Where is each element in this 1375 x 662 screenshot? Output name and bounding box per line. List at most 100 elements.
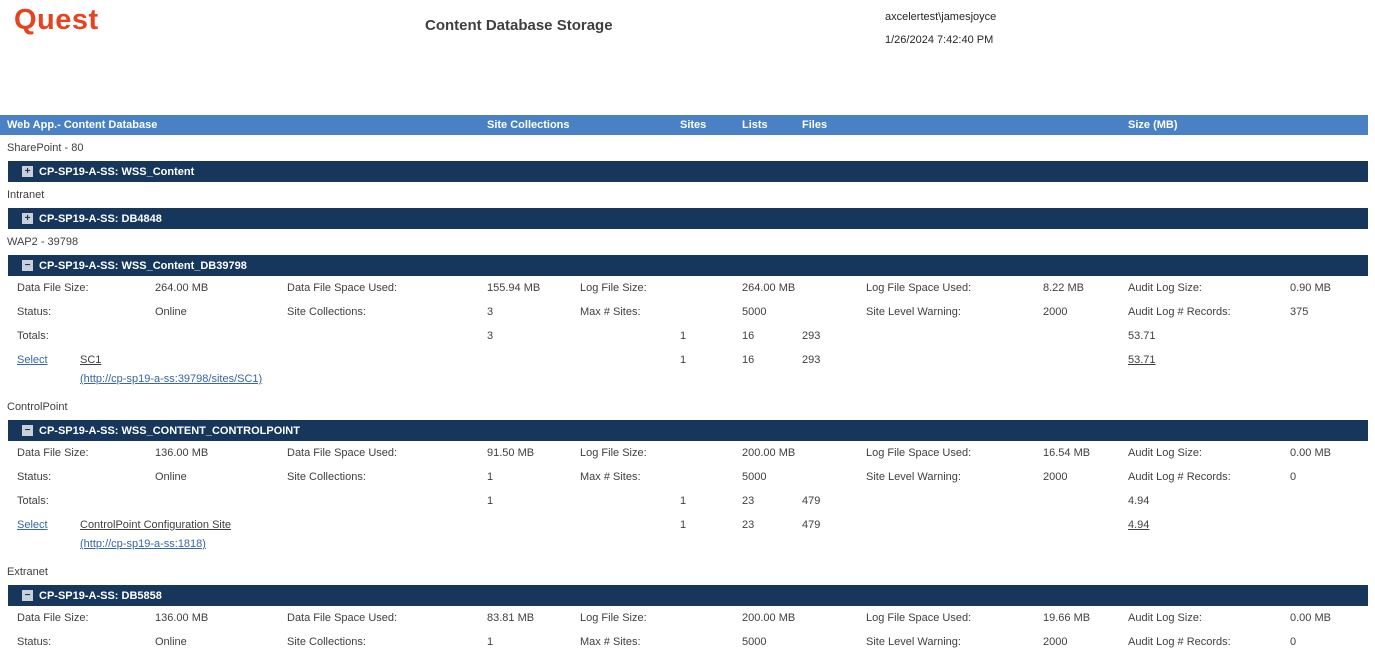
audit-log-size-label: Audit Log Size: bbox=[1128, 447, 1202, 459]
site-size-link[interactable]: 53.71 bbox=[1128, 354, 1156, 366]
user-info-block: axcelertest\jamesjoyce 1/26/2024 7:42:40… bbox=[885, 6, 996, 52]
site-collection-link[interactable]: ControlPoint Configuration Site bbox=[80, 519, 232, 531]
report-body: SharePoint - 80 + CP-SP19-A-SS: WSS_Conten… bbox=[0, 135, 1368, 654]
database-name: CP-SP19-A-SS: DB4848 bbox=[39, 212, 162, 225]
status-value: Online bbox=[155, 471, 187, 483]
report-table: Web App.- Content Database Site Collecti… bbox=[0, 115, 1368, 654]
site-collections-label: Site Collections: bbox=[287, 636, 366, 648]
site-level-warning-value: 2000 bbox=[1043, 636, 1068, 648]
totals-lists: 23 bbox=[742, 495, 755, 507]
data-file-size-label: Data File Size: bbox=[17, 282, 89, 294]
audit-log-records-label: Audit Log # Records: bbox=[1128, 471, 1231, 483]
totals-row: Totals: 3 1 16 293 53.71 bbox=[0, 324, 1368, 348]
site-collection-link[interactable]: SC1 bbox=[80, 354, 102, 366]
site-collection-row: Select SC1 1 16 293 53.71 bbox=[0, 348, 1368, 372]
data-file-space-used-value: 91.50 MB bbox=[487, 447, 535, 459]
max-sites-label: Max # Sites: bbox=[580, 471, 641, 483]
column-files: Files bbox=[802, 119, 828, 131]
site-level-warning-label: Site Level Warning: bbox=[866, 306, 961, 318]
site-url-row: (http://cp-sp19-a-ss:39798/sites/SC1) bbox=[0, 372, 1368, 394]
log-file-size-value: 264.00 MB bbox=[742, 282, 796, 294]
table-header-row: Web App.- Content Database Site Collecti… bbox=[0, 115, 1368, 135]
status-label: Status: bbox=[17, 306, 52, 318]
web-app-label: WAP2 - 39798 bbox=[7, 236, 79, 248]
column-sites: Sites bbox=[680, 119, 707, 131]
audit-log-size-value: 0.90 MB bbox=[1290, 282, 1331, 294]
content-database-bar[interactable]: − CP-SP19-A-SS: WSS_CONTENT_CONTROLPOINT bbox=[8, 420, 1368, 441]
data-file-size-label: Data File Size: bbox=[17, 612, 89, 624]
expand-icon[interactable]: + bbox=[22, 166, 33, 177]
status-value: Online bbox=[155, 636, 187, 648]
data-file-size-value: 136.00 MB bbox=[155, 447, 209, 459]
report-header: Quest Content Database Storage axcelerte… bbox=[0, 0, 1375, 115]
data-file-size-value: 264.00 MB bbox=[155, 282, 209, 294]
site-level-warning-label: Site Level Warning: bbox=[866, 636, 961, 648]
content-database-bar[interactable]: − CP-SP19-A-SS: DB5858 bbox=[8, 585, 1368, 606]
collapse-icon[interactable]: − bbox=[22, 590, 33, 601]
audit-log-size-value: 0.00 MB bbox=[1290, 447, 1331, 459]
log-file-space-used-value: 16.54 MB bbox=[1043, 447, 1091, 459]
audit-log-records-value: 0 bbox=[1290, 636, 1297, 648]
log-file-space-used-label: Log File Space Used: bbox=[866, 282, 972, 294]
column-site-collections: Site Collections bbox=[487, 119, 570, 131]
status-label: Status: bbox=[17, 471, 52, 483]
column-lists: Lists bbox=[742, 119, 768, 131]
collapse-icon[interactable]: − bbox=[22, 260, 33, 271]
data-file-space-used-label: Data File Space Used: bbox=[287, 447, 398, 459]
collapse-icon[interactable]: − bbox=[22, 425, 33, 436]
site-lists-value: 16 bbox=[742, 354, 755, 366]
log-file-space-used-value: 19.66 MB bbox=[1043, 612, 1091, 624]
select-link[interactable]: Select bbox=[17, 519, 48, 531]
site-lists-value: 23 bbox=[742, 519, 755, 531]
max-sites-label: Max # Sites: bbox=[580, 636, 641, 648]
audit-log-records-label: Audit Log # Records: bbox=[1128, 636, 1231, 648]
site-sites-value: 1 bbox=[680, 354, 687, 366]
content-database-bar[interactable]: + CP-SP19-A-SS: DB4848 bbox=[8, 208, 1368, 229]
audit-log-records-value: 0 bbox=[1290, 471, 1297, 483]
site-level-warning-value: 2000 bbox=[1043, 471, 1068, 483]
site-collection-row: Select ControlPoint Configuration Site 1 23… bbox=[0, 513, 1368, 537]
log-file-space-used-value: 8.22 MB bbox=[1043, 282, 1084, 294]
log-file-space-used-label: Log File Space Used: bbox=[866, 447, 972, 459]
column-size-mb: Size (MB) bbox=[1128, 119, 1178, 131]
expand-icon[interactable]: + bbox=[22, 213, 33, 224]
totals-site-collections: 3 bbox=[487, 330, 494, 342]
site-size-link[interactable]: 4.94 bbox=[1128, 519, 1150, 531]
database-name: CP-SP19-A-SS: WSS_Content_DB39798 bbox=[39, 259, 247, 272]
totals-size: 4.94 bbox=[1128, 495, 1150, 507]
totals-lists: 16 bbox=[742, 330, 755, 342]
log-file-size-label: Log File Size: bbox=[580, 447, 647, 459]
site-files-value: 293 bbox=[802, 354, 821, 366]
content-database-bar[interactable]: + CP-SP19-A-SS: WSS_Content bbox=[8, 161, 1368, 182]
log-file-size-value: 200.00 MB bbox=[742, 447, 796, 459]
database-name: CP-SP19-A-SS: WSS_CONTENT_CONTROLPOINT bbox=[39, 424, 300, 437]
user-name: axcelertest\jamesjoyce bbox=[885, 11, 997, 23]
site-url-link[interactable]: (http://cp-sp19-a-ss:1818) bbox=[80, 538, 206, 550]
data-file-space-used-value: 83.81 MB bbox=[487, 612, 535, 624]
data-file-space-used-label: Data File Space Used: bbox=[287, 612, 398, 624]
database-name: CP-SP19-A-SS: WSS_Content bbox=[39, 165, 195, 178]
db-status-row: Status: Online Site Collections: 1 Max # Sit… bbox=[0, 630, 1368, 654]
select-link[interactable]: Select bbox=[17, 354, 48, 366]
site-collections-value: 3 bbox=[487, 306, 494, 318]
site-collections-value: 1 bbox=[487, 471, 494, 483]
content-database-bar[interactable]: − CP-SP19-A-SS: WSS_Content_DB39798 bbox=[8, 255, 1368, 276]
audit-log-records-label: Audit Log # Records: bbox=[1128, 306, 1231, 318]
log-file-space-used-label: Log File Space Used: bbox=[866, 612, 972, 624]
site-level-warning-value: 2000 bbox=[1043, 306, 1068, 318]
site-collections-label: Site Collections: bbox=[287, 471, 366, 483]
totals-files: 293 bbox=[802, 330, 821, 342]
totals-site-collections: 1 bbox=[487, 495, 494, 507]
audit-log-size-label: Audit Log Size: bbox=[1128, 282, 1202, 294]
site-url-link[interactable]: (http://cp-sp19-a-ss:39798/sites/SC1) bbox=[80, 373, 263, 385]
site-level-warning-label: Site Level Warning: bbox=[866, 471, 961, 483]
totals-label: Totals: bbox=[17, 330, 49, 342]
db-status-row: Status: Online Site Collections: 3 Max # Sit… bbox=[0, 300, 1368, 324]
db-status-row: Status: Online Site Collections: 1 Max # Sit… bbox=[0, 465, 1368, 489]
log-file-size-value: 200.00 MB bbox=[742, 612, 796, 624]
db-file-stats-row: Data File Size: 136.00 MB Data File Space … bbox=[0, 441, 1368, 465]
data-file-space-used-label: Data File Space Used: bbox=[287, 282, 398, 294]
status-value: Online bbox=[155, 306, 187, 318]
max-sites-value: 5000 bbox=[742, 471, 767, 483]
site-files-value: 479 bbox=[802, 519, 821, 531]
